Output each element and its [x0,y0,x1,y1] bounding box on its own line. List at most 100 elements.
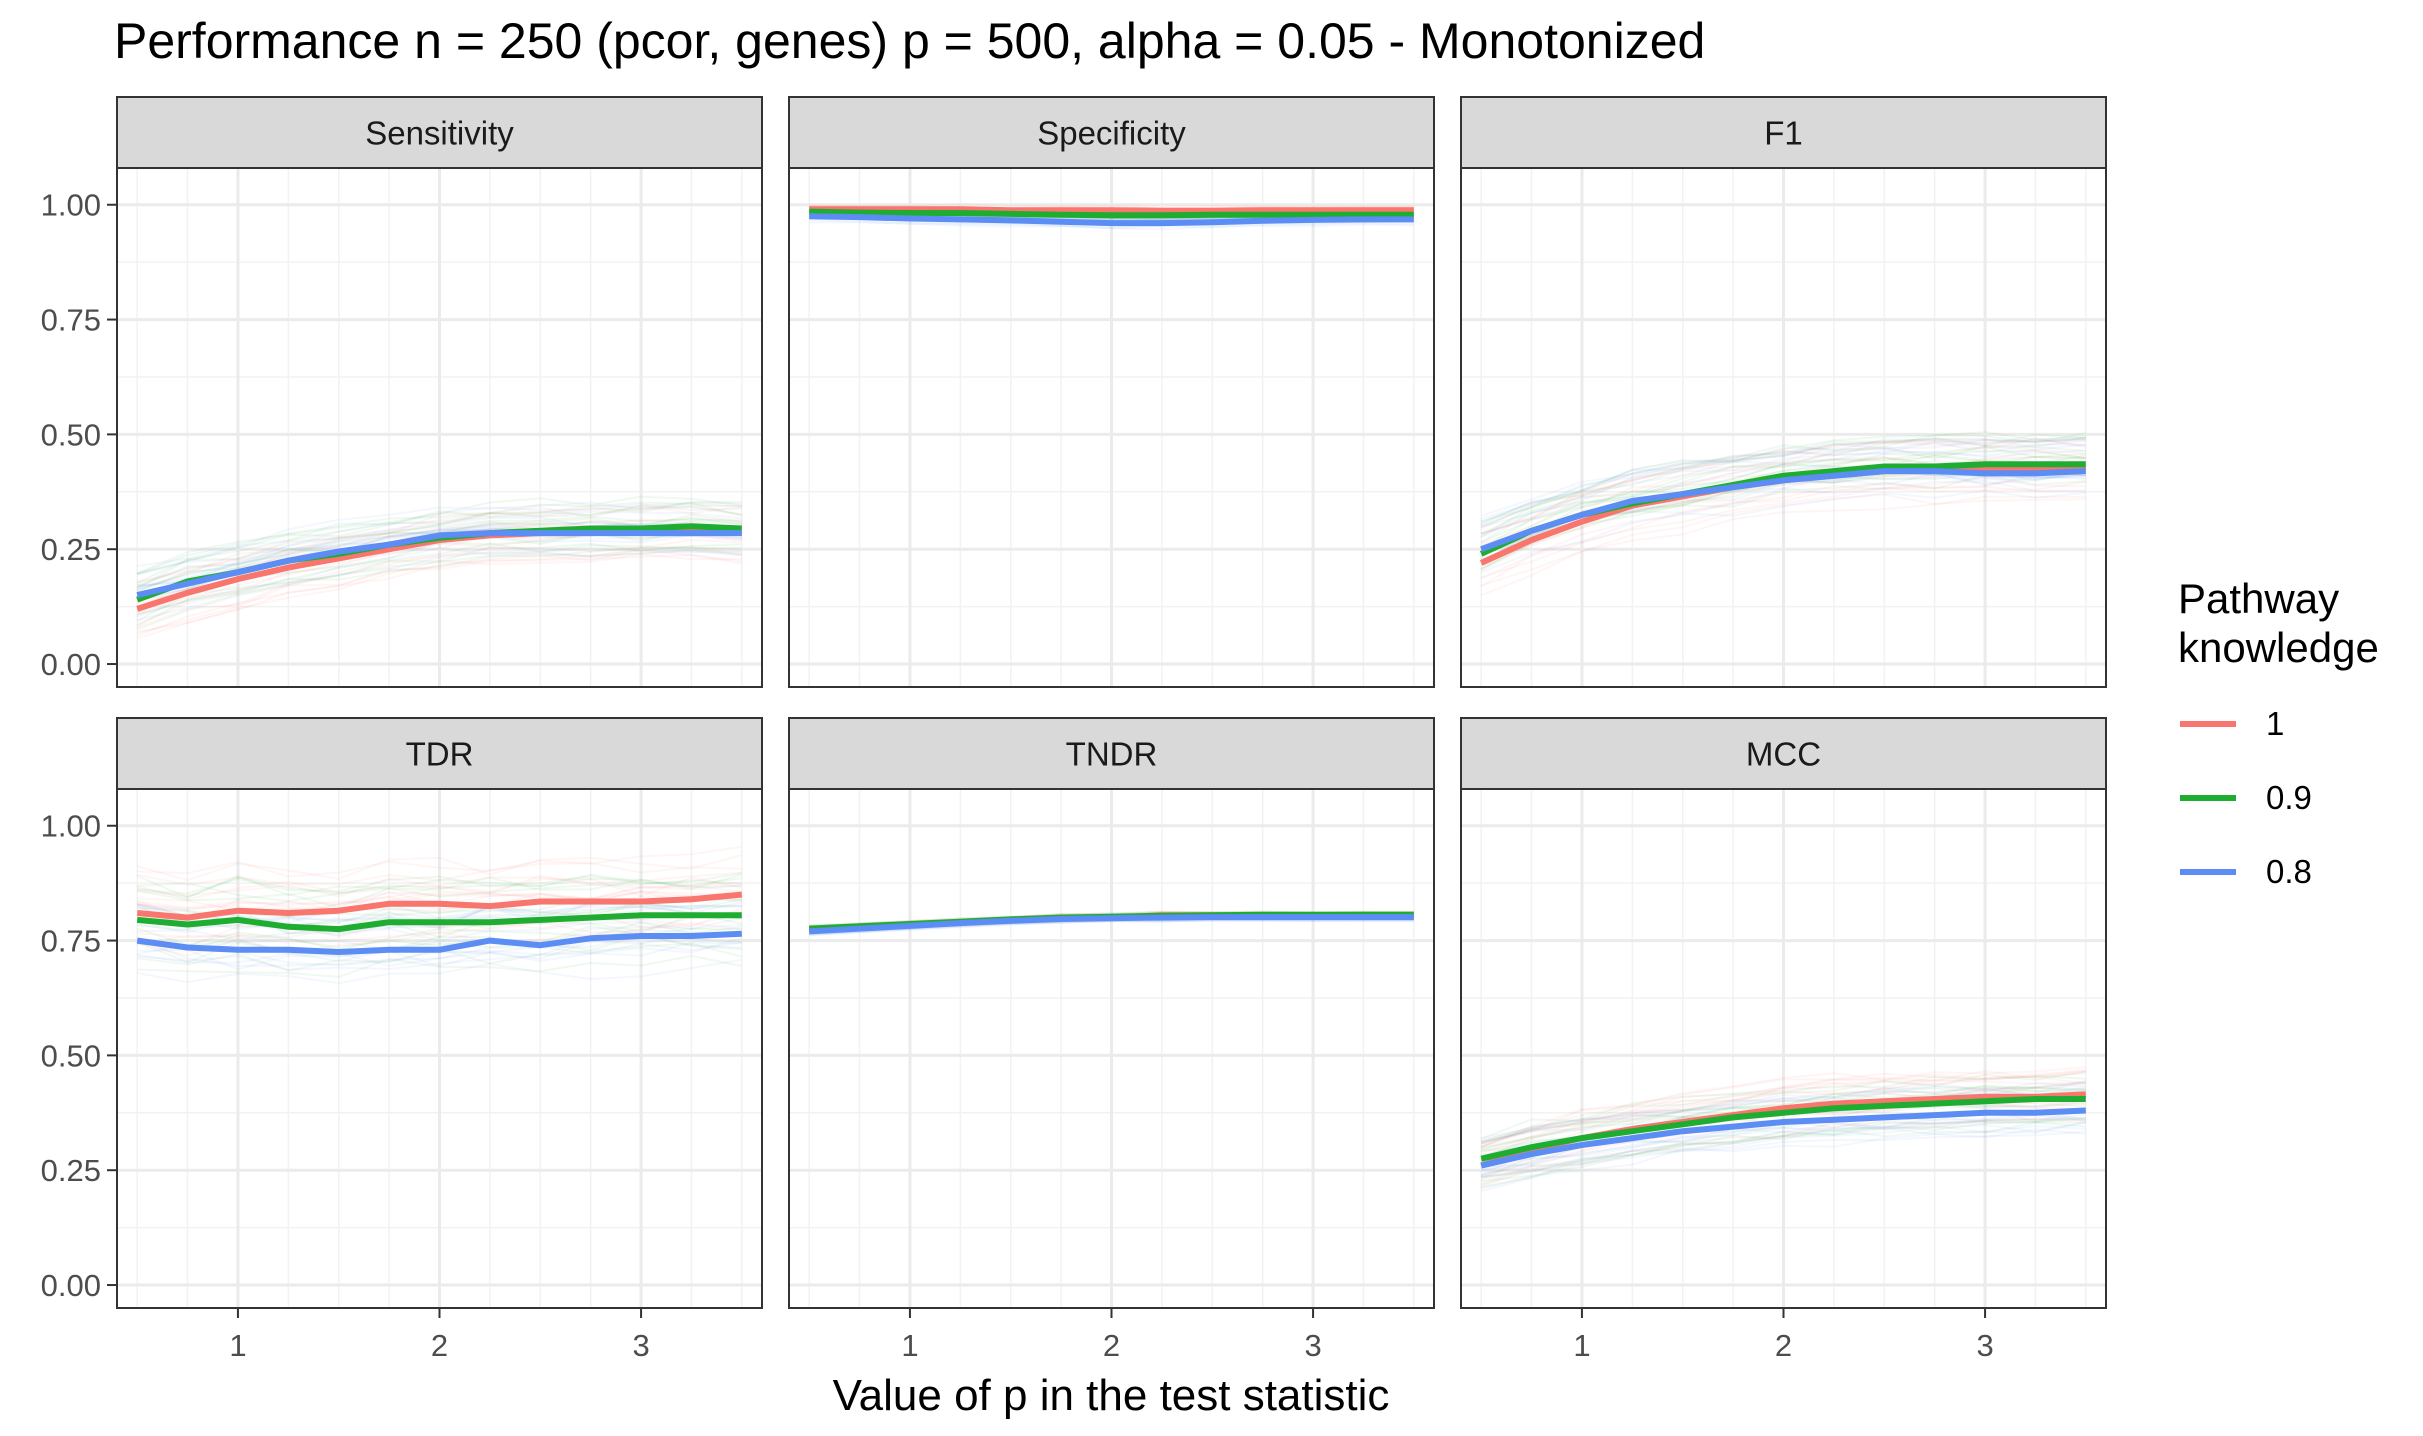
replicate-trace [1481,1084,2086,1149]
grid-f1 [1461,168,2106,687]
replicate-trace [1480,489,2086,574]
replicate-trace [137,884,742,909]
legend-title-line1: Pathway [2178,575,2339,622]
replicate-trace [137,877,742,903]
legend-item-1: 1 [2180,705,2284,742]
replicate-trace [136,545,742,629]
legend-label: 0.8 [2266,853,2312,890]
legend-item-0-8: 0.8 [2180,853,2312,890]
x-tick-label: 1 [229,1328,246,1363]
x-tick-label: 2 [431,1328,448,1363]
replicate-trace [1480,495,2086,597]
replicate-trace [1480,1086,2086,1143]
replicate-trace [1480,1117,2086,1187]
replicate-trace [137,958,742,985]
replicate-trace [136,542,742,622]
x-tick-label: 3 [1976,1328,1993,1363]
replicate-trace [1480,436,2086,524]
replicate-trace [1480,476,2086,580]
y-tick-label: 0.25 [41,532,101,567]
y-tick-label: 0.00 [41,1268,101,1303]
series-line-specificity-1 [809,206,1414,214]
replicate-trace [1480,454,2086,550]
grid-mcc [1461,789,2106,1308]
replicate-trace [137,876,743,911]
replicate-trace [1480,1128,2086,1190]
strip-label-specificity: Specificity [1037,115,1186,152]
replicate-trace [136,547,742,616]
strip-label-tdr: TDR [406,736,474,773]
replicate-trace [136,518,742,602]
replicate-trace [1481,1121,2086,1189]
replicate-trace [1480,1070,2086,1140]
legend-label: 0.9 [2266,779,2312,816]
panel-f1: F1 [1460,96,2107,688]
replicate-trace [1480,493,2086,587]
series-line-specificity-0-8 [809,213,1414,227]
replicate-trace [136,505,742,590]
y-tick-label: 0.00 [41,647,101,682]
strip-f1 [1460,96,2107,169]
y-tick-label: 0.25 [41,1153,101,1188]
replicate-trace [1480,445,2086,535]
replicate-trace [136,501,742,576]
strip-label-f1: F1 [1764,115,1803,152]
legend-label: 1 [2266,705,2284,742]
replicate-trace [136,501,742,576]
replicate-trace [1480,1084,2086,1149]
replicate-trace [809,221,1414,231]
replicate-trace [137,872,742,895]
replicate-trace [136,495,742,575]
replicate-trace [1480,1116,2086,1185]
replicate-trace [136,921,742,958]
replicate-trace [1480,449,2086,539]
replicate-trace [1480,1080,2086,1145]
replicate-trace [1480,1111,2086,1177]
strip-sensitivity [116,96,763,169]
x-tick-label: 3 [632,1328,649,1363]
replicate-trace [809,219,1414,230]
y-tick-label: 1.00 [41,188,101,223]
replicate-trace [136,873,742,899]
strip-label-tndr: TNDR [1066,736,1158,773]
replicate-trace [1480,437,2086,530]
replicate-trace [136,539,742,626]
strip-specificity [788,96,1435,169]
panel-border-sensitivity [116,167,763,688]
series-line-tndr-0-8 [809,914,1414,935]
replicate-trace [1480,437,2086,535]
x-tick-label: 2 [1775,1328,1792,1363]
replicate-trace [1480,1130,2086,1193]
replicate-trace [137,923,742,951]
replicate-trace [1480,438,2086,525]
series-line-tdr-0-8 [136,930,742,955]
replicate-trace [1480,431,2086,527]
chart-title: Performance n = 250 (pcor, genes) p = 50… [114,13,1705,69]
x-tick-label: 2 [1103,1328,1120,1363]
replicate-trace [1480,1074,2086,1143]
replicate-trace [137,845,742,878]
replicate-trace [137,879,742,909]
replicate-trace [136,542,742,616]
replicate-trace [137,553,742,633]
legend-items: 1 0.9 0.8 [2180,705,2312,890]
strip-tndr [788,717,1435,790]
y-tick-label: 0.75 [41,303,101,338]
y-tick-label: 1.00 [41,809,101,844]
x-tick-label: 3 [1304,1328,1321,1363]
replicate-trace [1480,443,2086,528]
replicate-trace [1481,1118,2086,1179]
replicate-trace [1480,472,2086,572]
replicate-trace [137,916,743,942]
replicate-trace [1480,1082,2086,1159]
replicate-trace [137,890,742,919]
replicate-trace [136,549,742,637]
y-tick-label: 0.50 [41,1038,101,1073]
replicate-trace [1480,480,2086,579]
panel-tndr: TNDR 1 2 3 [788,717,1435,1363]
x-axis-title: Value of p in the test statistic [833,1371,1390,1420]
replicate-trace [1480,449,2086,547]
replicate-trace [1480,1072,2086,1148]
